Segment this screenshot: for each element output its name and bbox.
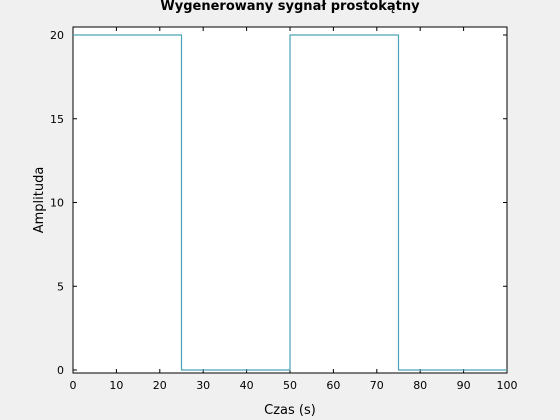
x-tick-label: 10 (109, 379, 123, 392)
tick-layer: 0 10 20 30 40 50 60 70 80 90 100 0 5 10 15 20 (50, 27, 518, 392)
x-tick-label: 80 (413, 379, 427, 392)
y-tick-label: 5 (57, 280, 64, 293)
y-tick-label: 10 (50, 197, 64, 210)
x-tick-label: 90 (457, 379, 471, 392)
y-tick-label: 15 (50, 113, 64, 126)
x-tick-label: 50 (283, 379, 297, 392)
x-tick-label: 0 (70, 379, 77, 392)
x-axis-label: Czas (s) (264, 403, 316, 418)
x-tick-label: 60 (326, 379, 340, 392)
x-tick-label: 100 (497, 379, 518, 392)
y-tick-label: 20 (50, 29, 64, 42)
y-axis-label: Amplituda (32, 167, 47, 234)
x-tick-label: 30 (196, 379, 210, 392)
y-tick-label: 0 (57, 364, 64, 377)
x-tick-label: 70 (370, 379, 384, 392)
x-tick-label: 40 (240, 379, 254, 392)
series-layer (73, 34, 507, 371)
x-tick-label: 20 (153, 379, 167, 392)
chart-title: Wygenerowany sygnał prostokątny (160, 0, 420, 14)
series-line (73, 34, 507, 371)
